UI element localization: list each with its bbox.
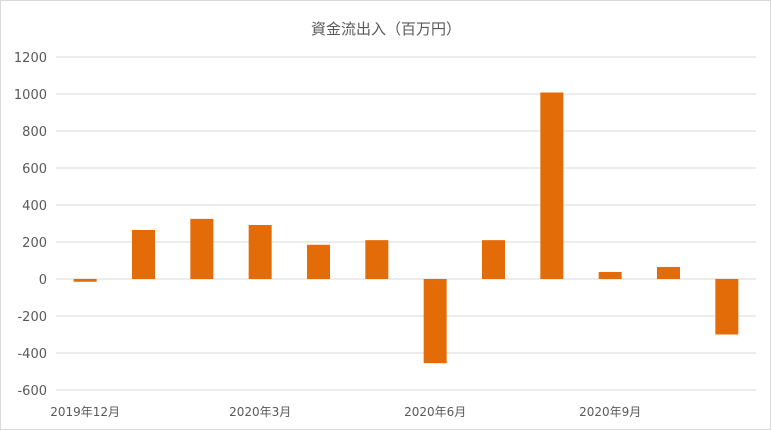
x-tick-label: 2020年3月 — [229, 405, 291, 419]
x-tick-label: 2019年12月 — [50, 405, 120, 419]
bars — [73, 92, 739, 364]
bar — [657, 266, 680, 279]
y-tick-label: 1000 — [14, 88, 47, 103]
bar — [423, 279, 447, 364]
x-axis-tick-labels: 2019年12月 2020年3月 2020年6月 2020年9月 — [50, 405, 641, 419]
bar — [540, 92, 564, 280]
y-tick-label: 200 — [22, 236, 47, 251]
y-tick-label: -400 — [17, 347, 47, 362]
x-tick-label: 2020年6月 — [404, 405, 466, 419]
bar — [482, 240, 505, 279]
y-tick-label: 0 — [39, 273, 47, 288]
y-tick-label: 400 — [22, 199, 47, 214]
bar — [715, 279, 739, 335]
bar — [190, 218, 214, 279]
gridlines — [56, 56, 756, 391]
bar — [132, 229, 155, 279]
y-axis-tick-labels: 1200 1000 800 600 400 200 0 -200 -400 -600 — [14, 51, 47, 399]
y-tick-label: -600 — [17, 384, 47, 399]
bar — [307, 244, 330, 279]
bar — [248, 224, 272, 279]
y-tick-label: -200 — [17, 310, 47, 325]
y-tick-label: 1200 — [14, 51, 47, 66]
y-tick-label: 800 — [22, 125, 47, 140]
x-tick-label: 2020年9月 — [579, 405, 641, 419]
bar — [365, 240, 389, 279]
bar — [73, 279, 97, 282]
y-tick-label: 600 — [22, 162, 47, 177]
bar — [598, 271, 622, 279]
chart-title: 資金流出入（百万円） — [311, 20, 461, 38]
